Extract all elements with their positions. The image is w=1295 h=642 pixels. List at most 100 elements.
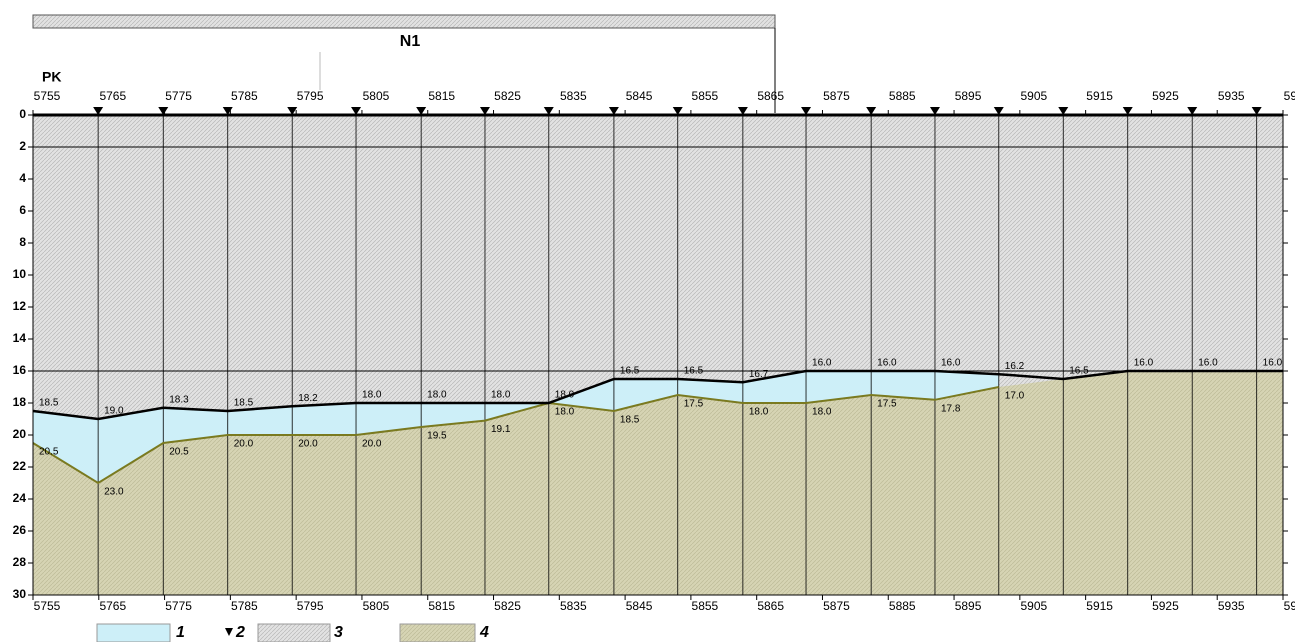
y-tick-label: 26 [13,523,27,537]
x-tick-label: 5875 [823,89,850,103]
bottom-label: 23.0 [104,487,124,498]
x-tick-label: 5785 [231,599,258,613]
x-tick-label: 5785 [231,89,258,103]
x-tick-label: 5765 [99,599,126,613]
x-tick-label: 5875 [823,599,850,613]
surface-label: 16.5 [1069,366,1089,377]
x-tick-label: 5915 [1086,89,1113,103]
x-tick-label: 5905 [1020,599,1047,613]
layer-bar [32,14,776,29]
borehole-marker [158,107,169,115]
x-tick-label: 5935 [1218,599,1245,613]
y-tick-label: 4 [19,171,26,185]
surface-label: 16.0 [877,358,897,369]
borehole-marker [287,107,298,115]
legend-label: 3 [334,624,343,641]
ground-fill [33,371,1283,595]
x-tick-label: 5825 [494,599,521,613]
x-tick-label: 5805 [363,89,390,103]
layer-label: N1 [400,33,421,50]
bottom-label: 18.0 [812,407,832,418]
surface-label: 18.3 [169,394,189,405]
x-tick-label: 5855 [692,89,719,103]
x-tick-label: 5755 [34,89,61,103]
bottom-label: 17.8 [941,403,961,414]
x-tick-label: 5755 [34,599,61,613]
borehole-marker [351,107,362,115]
surface-label: 16.2 [1005,361,1025,372]
x-tick-label: 5815 [428,89,455,103]
borehole-marker [608,107,619,115]
x-tick-label: 5795 [297,89,324,103]
surface-label: 16.0 [812,358,832,369]
y-tick-label: 20 [13,427,27,441]
borehole-marker [479,107,490,115]
y-tick-label: 8 [19,235,26,249]
borehole-marker [416,107,427,115]
x-tick-label: 5835 [560,599,587,613]
x-tick-label: 5885 [889,89,916,103]
borehole-marker [1058,107,1069,115]
bottom-label: 18.5 [620,415,640,426]
x-tick-label: 5935 [1218,89,1245,103]
x-tick-label: 5765 [99,89,126,103]
surface-label: 16.0 [1134,358,1154,369]
y-tick-label: 12 [13,299,27,313]
surface-label: 18.2 [298,393,318,404]
x-tick-label: 5795 [297,599,324,613]
x-tick-label: 5885 [889,599,916,613]
surface-label: 16.0 [941,358,961,369]
surface-label: 18.0 [427,390,447,401]
surface-label: 19.0 [104,406,124,417]
x-tick-label: 5895 [955,599,982,613]
surface-label: 16.0 [1263,358,1283,369]
x-tick-label: 5865 [757,89,784,103]
x-tick-label: 5775 [165,599,192,613]
x-tick-label: 5855 [692,599,719,613]
surface-label: 18.0 [555,390,575,401]
y-tick-label: 22 [13,459,27,473]
borehole-marker [222,107,233,115]
x-tick-label: 5845 [626,89,653,103]
surface-label: 16.5 [620,366,640,377]
x-tick-label: 5925 [1152,599,1179,613]
borehole-marker [1187,107,1198,115]
x-tick-label: 5775 [165,89,192,103]
y-tick-label: 18 [13,395,27,409]
surface-label: 16.7 [749,369,769,380]
borehole-marker [672,107,683,115]
bottom-label: 17.5 [877,399,897,410]
x-tick-label: 5945 [1284,599,1295,613]
water-fill [33,371,999,483]
bottom-label: 18.0 [749,407,769,418]
x-tick-label: 5915 [1086,599,1113,613]
y-tick-label: 6 [19,203,26,217]
bottom-label: 19.1 [491,424,511,435]
x-tick-label: 5865 [757,599,784,613]
x-tick-label: 5835 [560,89,587,103]
legend-label: 2 [235,624,245,641]
legend-swatch [399,623,476,642]
x-tick-label: 5925 [1152,89,1179,103]
borehole-marker [929,107,940,115]
bottom-label: 20.0 [234,439,254,450]
bottom-label: 17.5 [684,399,704,410]
axis-label: PK [42,69,61,85]
x-tick-label: 5945 [1284,89,1295,103]
borehole-marker [737,107,748,115]
y-tick-label: 10 [13,267,27,281]
legend-marker [225,628,233,636]
bottom-label: 18.0 [555,407,575,418]
borehole-marker [1251,107,1262,115]
surface-label: 18.0 [362,390,382,401]
bottom-label: 20.0 [362,439,382,450]
borehole-marker [543,107,554,115]
y-tick-label: 14 [13,331,27,345]
y-tick-label: 28 [13,555,27,569]
x-tick-label: 5905 [1020,89,1047,103]
legend-label: 1 [176,624,185,641]
x-tick-label: 5845 [626,599,653,613]
surface-label: 18.5 [39,398,59,409]
